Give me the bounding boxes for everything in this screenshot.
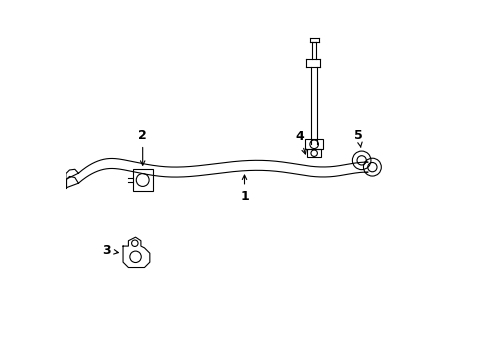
Text: 2: 2 (138, 129, 147, 165)
Bar (133, 169, 152, 191)
Text: 5: 5 (354, 129, 363, 148)
Bar (306, 149, 321, 157)
Bar (304, 139, 323, 149)
Text: 1: 1 (240, 175, 248, 203)
Text: 4: 4 (295, 130, 305, 154)
Text: 3: 3 (102, 244, 118, 257)
